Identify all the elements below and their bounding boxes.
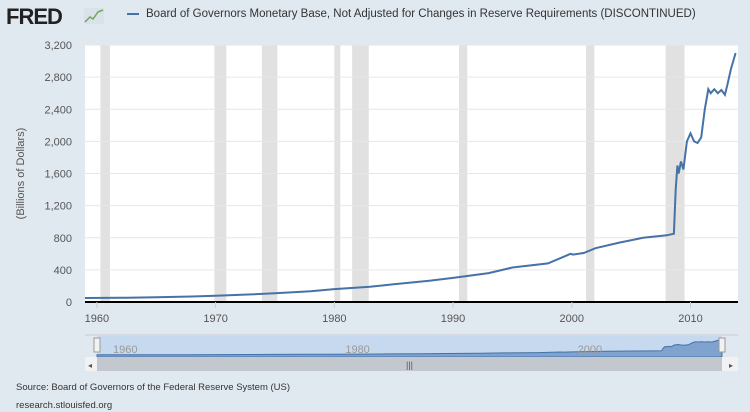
navigator-label: 1960 bbox=[113, 344, 137, 356]
x-tick-label: 2010 bbox=[678, 313, 702, 325]
x-tick-label: 1960 bbox=[85, 313, 109, 325]
scroll-right-arrow-icon[interactable]: ▸ bbox=[729, 361, 733, 370]
navigator-handle[interactable] bbox=[93, 337, 101, 353]
y-tick-label: 800 bbox=[54, 233, 72, 245]
chart-logo-icon bbox=[84, 8, 104, 24]
y-tick-label: 400 bbox=[54, 265, 72, 277]
source-url[interactable]: research.stlouisfed.org bbox=[16, 400, 113, 411]
x-tick-label: 1990 bbox=[441, 313, 465, 325]
fred-logo[interactable]: FRED bbox=[6, 4, 63, 29]
x-tick-label: 1970 bbox=[203, 313, 227, 325]
scrollbar-grip-icon: ||| bbox=[406, 360, 413, 370]
y-tick-label: 2,800 bbox=[44, 72, 72, 84]
y-tick-label: 2,000 bbox=[44, 136, 72, 148]
x-tick-label: 1980 bbox=[322, 313, 346, 325]
navigator-label: 2000 bbox=[578, 344, 602, 356]
scrollbar-thumb[interactable] bbox=[97, 357, 722, 371]
legend-item[interactable]: Board of Governors Monetary Base, Not Ad… bbox=[127, 8, 696, 20]
x-tick-label: 2000 bbox=[560, 313, 584, 325]
y-tick-label: 1,200 bbox=[44, 201, 72, 213]
y-tick-label: 1,600 bbox=[44, 169, 72, 181]
y-axis-label: (Billions of Dollars) bbox=[15, 128, 27, 220]
series-line bbox=[84, 52, 737, 299]
navigator-handle[interactable] bbox=[718, 337, 726, 353]
y-tick-label: 2,400 bbox=[44, 104, 72, 116]
y-tick-label: 0 bbox=[66, 297, 72, 309]
legend-label: Board of Governors Monetary Base, Not Ad… bbox=[146, 8, 696, 20]
legend-swatch bbox=[127, 13, 139, 15]
source-text: Source: Board of Governors of the Federa… bbox=[16, 382, 291, 393]
navigator-label: 1980 bbox=[345, 344, 369, 356]
scroll-left-arrow-icon[interactable]: ◂ bbox=[88, 361, 92, 370]
navigator-series bbox=[96, 338, 723, 358]
y-tick-label: 3,200 bbox=[44, 40, 72, 52]
